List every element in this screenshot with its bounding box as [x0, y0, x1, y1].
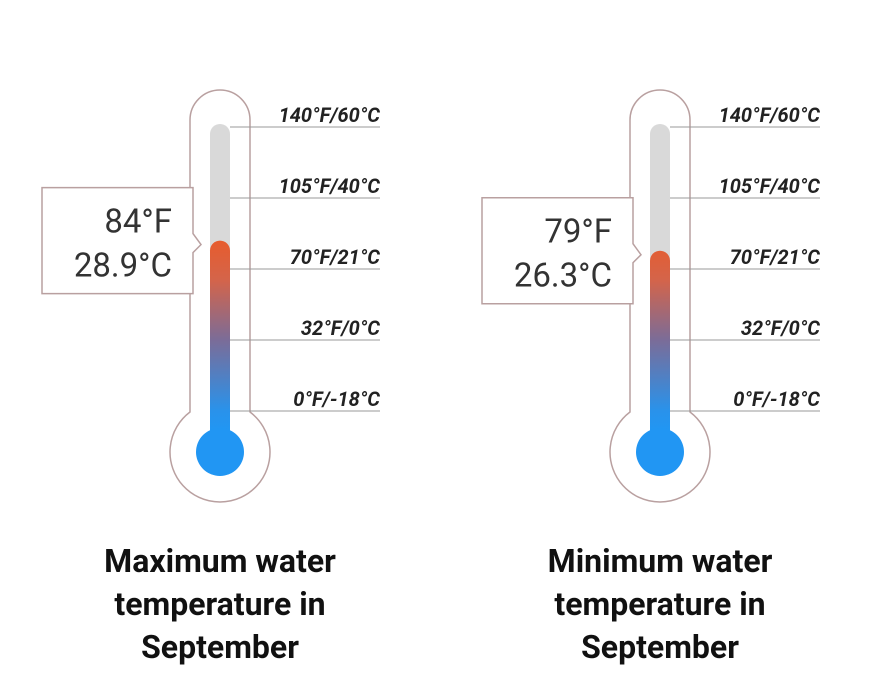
- tick-label: 105°F/40°C: [279, 174, 381, 198]
- tick-label: 32°F/0°C: [301, 316, 380, 340]
- value-label: 28.9°C: [74, 247, 172, 286]
- callout: [41, 186, 202, 295]
- chart-title: Minimum water temperature in September: [547, 542, 773, 666]
- tick-label: 0°F/-18°C: [293, 387, 380, 411]
- tick-label: 105°F/40°C: [719, 174, 821, 198]
- thermometer-outline: [169, 89, 271, 503]
- value-label: 79°F: [544, 213, 612, 252]
- tick-label: 0°F/-18°C: [733, 387, 820, 411]
- tick-label: 70°F/21°C: [730, 245, 821, 269]
- bulb: [636, 428, 684, 476]
- callout: [481, 196, 642, 305]
- mercury: [210, 240, 230, 452]
- mercury: [650, 250, 670, 452]
- tick-label: 32°F/0°C: [741, 316, 820, 340]
- value-label: 26.3°C: [514, 257, 612, 296]
- value-label: 84°F: [104, 203, 172, 242]
- chart-title: Maximum water temperature in September: [104, 542, 336, 666]
- tick-label: 140°F/60°C: [719, 103, 821, 127]
- tick-label: 140°F/60°C: [279, 103, 381, 127]
- bulb: [196, 428, 244, 476]
- thermometer-outline: [609, 89, 711, 503]
- tick-label: 70°F/21°C: [290, 245, 381, 269]
